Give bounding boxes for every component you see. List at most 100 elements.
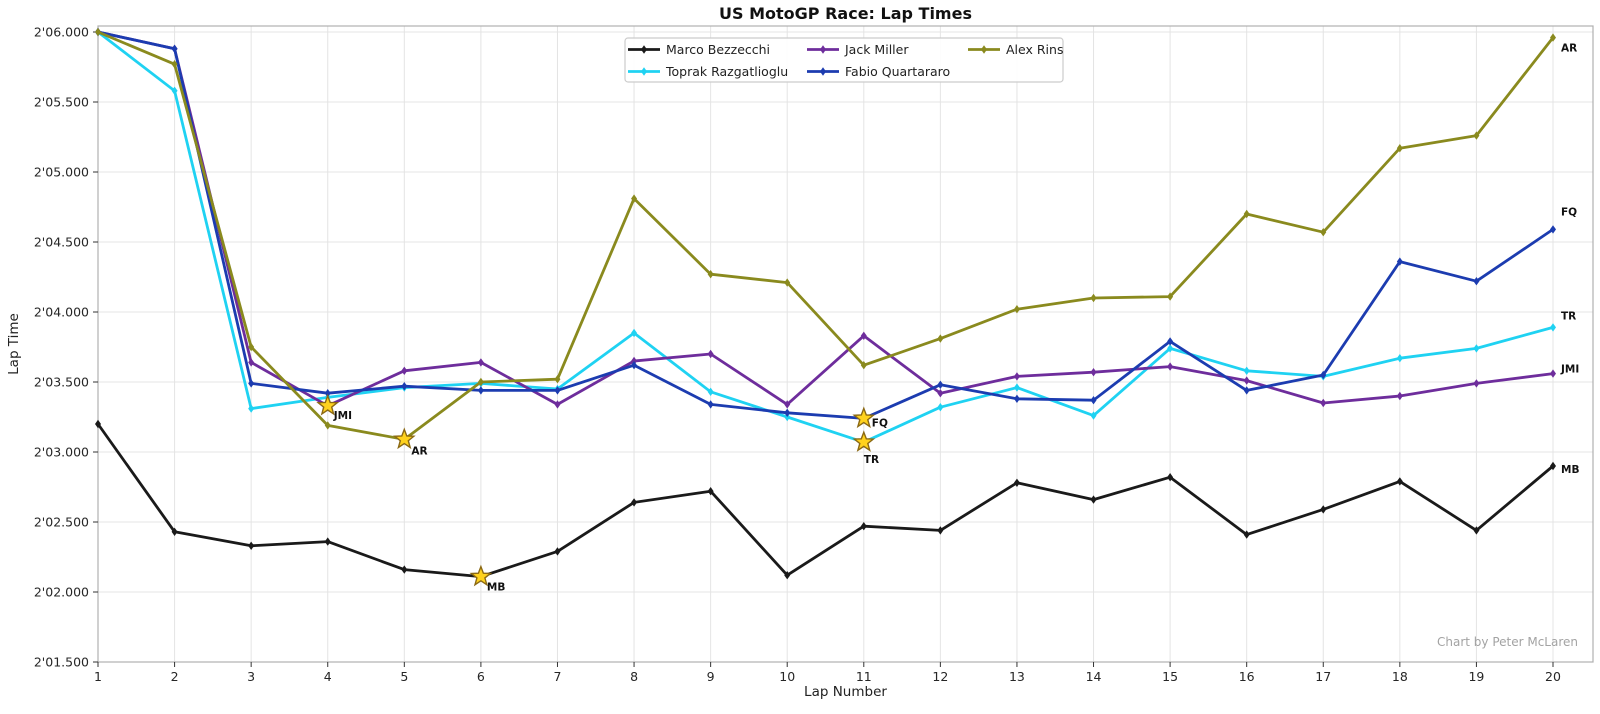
series-point-jmi xyxy=(1243,376,1250,385)
series-line-fq xyxy=(96,30,1555,420)
series-line-ar xyxy=(96,30,1555,441)
y-tick-label: 2'01.500 xyxy=(34,655,89,670)
series-point-ar xyxy=(1243,209,1250,219)
series-point-jmi xyxy=(860,331,867,340)
x-tick-label: 14 xyxy=(1086,669,1102,684)
series-end-label: FQ xyxy=(1561,206,1577,218)
series-point-tr xyxy=(1396,354,1403,363)
series-point-mb xyxy=(171,527,178,536)
fastest-lap-star xyxy=(852,430,876,452)
fastest-lap-label: FQ xyxy=(872,417,888,429)
series-point-fq xyxy=(1243,386,1250,395)
x-tick-label: 6 xyxy=(477,669,485,684)
series-point-jmi xyxy=(1167,362,1174,371)
series-point-mb xyxy=(1167,473,1174,482)
series-point-mb xyxy=(248,541,255,550)
series-point-mb xyxy=(1243,530,1250,539)
series-point-fq xyxy=(1090,396,1097,405)
legend-marker xyxy=(820,45,826,54)
x-tick-label: 8 xyxy=(630,669,638,684)
series-point-ar xyxy=(1550,33,1556,42)
series-point-ar xyxy=(1320,228,1327,237)
series-point-fq xyxy=(401,382,408,391)
series-point-jmi xyxy=(1013,372,1020,381)
series-point-tr xyxy=(1473,344,1480,353)
y-tick-label: 2'04.000 xyxy=(34,305,89,320)
series-end-label: AR xyxy=(1561,43,1577,55)
series-point-fq xyxy=(1396,257,1403,266)
series-point-ar xyxy=(1473,131,1480,140)
series-end-label: TR xyxy=(1561,310,1576,322)
series-point-fq xyxy=(707,400,714,409)
series-point-ar xyxy=(1013,305,1020,314)
series-end-label: JMI xyxy=(1560,364,1579,376)
y-tick-label: 2'02.000 xyxy=(34,585,89,600)
x-tick-label: 3 xyxy=(247,669,255,684)
series-point-jmi xyxy=(707,349,714,359)
series-point-ar xyxy=(171,60,178,69)
x-tick-label: 20 xyxy=(1545,669,1561,684)
series-point-ar xyxy=(707,270,714,279)
legend-box xyxy=(624,37,1064,83)
series-point-fq xyxy=(1167,337,1174,346)
series-point-fq xyxy=(324,389,331,398)
series-point-tr xyxy=(707,387,714,396)
series-point-ar xyxy=(860,361,867,370)
series-point-tr xyxy=(1243,366,1250,375)
series-point-jmi xyxy=(1396,391,1403,401)
x-tick-label: 11 xyxy=(856,669,872,684)
series-point-ar xyxy=(95,27,101,37)
x-tick-label: 15 xyxy=(1162,669,1178,684)
series-point-tr xyxy=(1090,411,1097,420)
y-tick-label: 2'06.000 xyxy=(34,25,89,40)
series-point-mb xyxy=(631,498,638,507)
series-point-fq xyxy=(1473,277,1480,286)
legend-marker xyxy=(641,67,647,76)
fastest-lap-star xyxy=(316,393,340,416)
series-point-ar xyxy=(554,375,561,384)
series-point-ar xyxy=(248,342,255,352)
series-point-tr xyxy=(248,404,255,413)
axes-spine xyxy=(97,25,1594,663)
x-tick-label: 18 xyxy=(1392,669,1408,684)
x-tick-label: 5 xyxy=(400,669,408,684)
series-point-mb xyxy=(554,547,561,556)
series-point-jmi xyxy=(1320,398,1327,408)
fastest-lap-label: JMI xyxy=(333,410,352,422)
series-point-ar xyxy=(784,278,791,287)
fastest-lap-star xyxy=(469,564,493,587)
series-point-ar xyxy=(477,377,484,387)
series-point-tr xyxy=(631,328,638,338)
fastest-lap-label: AR xyxy=(411,445,427,457)
series-line-mb xyxy=(96,422,1555,578)
series-point-tr xyxy=(937,403,944,412)
legend-entry: Jack Miller xyxy=(844,42,909,57)
series-point-mb xyxy=(707,487,714,496)
x-axis-label: Lap Number xyxy=(804,684,887,700)
series-line-jmi xyxy=(96,30,1555,408)
series-point-tr xyxy=(1013,383,1020,392)
series-point-fq xyxy=(784,408,791,417)
legend-entry: Toprak Razgatlioglu xyxy=(665,64,788,79)
series-point-mb xyxy=(95,419,101,429)
x-tick-label: 2 xyxy=(171,669,179,684)
series-point-fq xyxy=(937,380,944,389)
series-point-mb xyxy=(401,565,408,574)
series-point-mb xyxy=(860,522,867,531)
series-point-jmi xyxy=(401,366,408,375)
series-point-tr xyxy=(171,86,178,95)
fastest-lap-star xyxy=(392,427,416,450)
series-point-mb xyxy=(937,526,944,535)
series-point-jmi xyxy=(248,358,255,367)
legend-entry: Alex Rins xyxy=(1006,42,1063,57)
legend-marker xyxy=(641,45,647,54)
y-tick-label: 2'03.000 xyxy=(34,445,89,460)
series-point-fq xyxy=(554,386,561,395)
x-tick-label: 13 xyxy=(1009,669,1025,684)
series-end-label: MB xyxy=(1561,464,1579,476)
legend-marker xyxy=(981,45,987,54)
series-point-tr xyxy=(1167,344,1174,353)
series-point-fq xyxy=(477,386,484,395)
